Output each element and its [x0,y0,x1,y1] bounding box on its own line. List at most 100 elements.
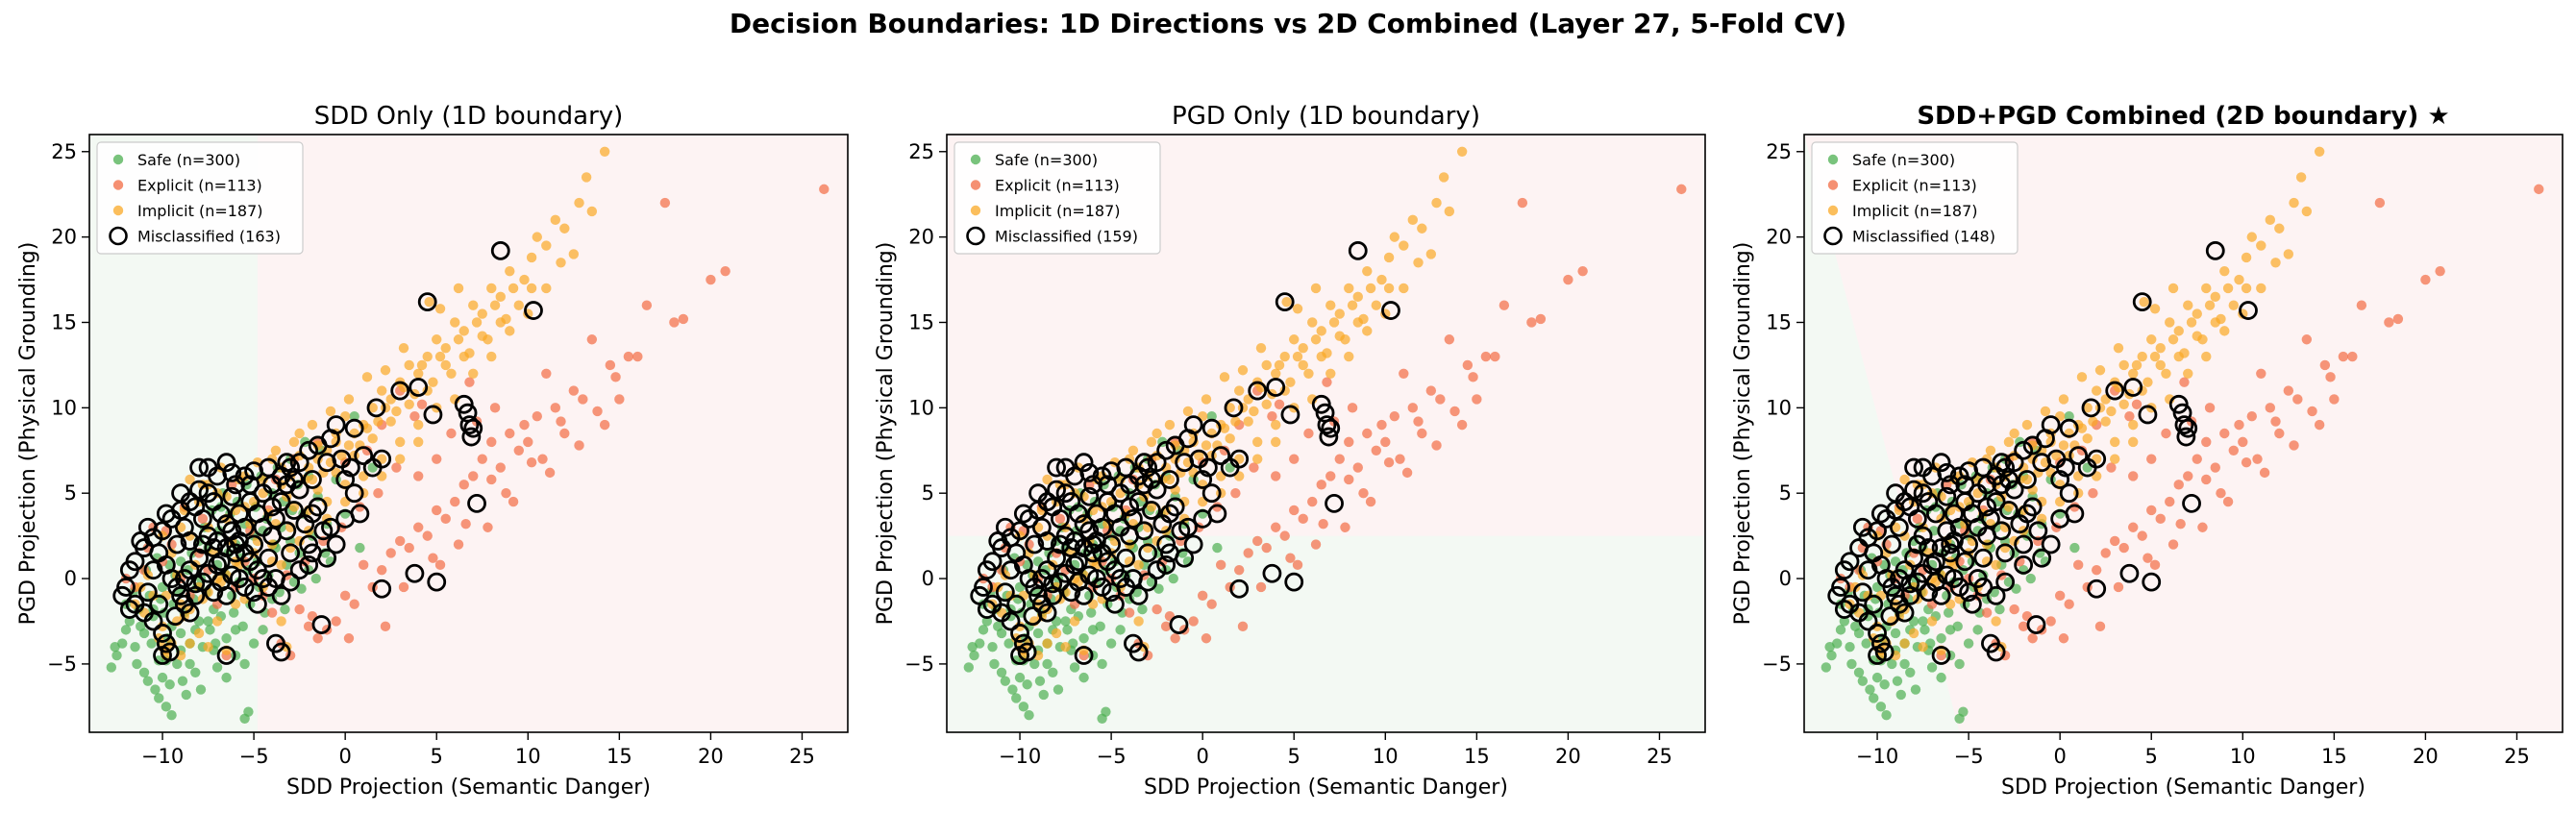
safe-point [1029,658,1040,670]
implicit-point [477,331,487,341]
implicit-point [1133,616,1144,627]
x-tick-label: 0 [338,745,351,768]
explicit-point [303,621,314,632]
implicit-point [398,342,409,354]
x-tick-label: −10 [141,745,184,768]
safe-point [185,658,195,670]
explicit-point [391,462,402,473]
explicit-point [614,394,625,405]
legend-marker [970,180,981,190]
safe-point [230,625,241,635]
misclassified-marker [1183,534,1203,554]
safe-point [1875,702,1887,712]
misclassified-marker [2026,615,2046,634]
implicit-point [2131,359,2143,371]
implicit-point [294,428,305,439]
explicit-point [2256,368,2266,379]
implicit-point [1899,474,1910,485]
explicit-point [2072,559,2084,571]
implicit-point [1307,317,1318,328]
safe-point [989,658,1000,670]
explicit-point [1274,399,1285,409]
implicit-point [1243,416,1253,427]
misclassified-marker [1919,582,1939,603]
misclassified-marker [1941,534,1960,554]
explicit-point [1499,300,1510,310]
legend-box [954,141,1161,255]
explicit-point [2259,467,2270,479]
implicit-point [508,283,519,294]
implicit-point [2040,406,2051,417]
implicit-point [453,334,464,345]
safe-point [1936,633,1946,644]
explicit-point [2265,403,2276,413]
safe-point [1115,625,1126,635]
safe-point [1918,616,1928,627]
explicit-point [2197,522,2208,532]
implicit-point [288,502,300,512]
implicit-point [1219,372,1230,382]
implicit-point [1146,436,1157,448]
misclassified-marker [1973,578,1994,597]
explicit-point [544,467,556,479]
implicit-point [2058,440,2069,451]
misclassified-marker [1870,633,1891,653]
misclassified-marker [2032,548,2052,568]
explicit-point [2283,385,2294,396]
explicit-point [2183,471,2193,481]
implicit-point [1399,240,1409,251]
misclassified-marker [299,440,319,460]
implicit-point [1362,326,1373,336]
safe-point [181,689,191,701]
implicit-point [586,206,598,217]
explicit-point [2009,604,2019,615]
implicit-point [468,300,479,310]
misclassified-marker [1092,578,1112,597]
explicit-point [343,633,355,644]
misclassified-marker [2059,418,2079,438]
misclassified-marker [198,526,218,546]
misclassified-marker [253,483,273,504]
misclassified-marker [1128,492,1149,511]
implicit-point [1127,445,1139,456]
misclassified-marker [119,560,139,580]
safe-point [1994,604,2005,615]
misclassified-marker [285,501,304,520]
safe-point [967,641,978,653]
misclassified-marker [1128,642,1149,662]
explicit-point [605,359,616,371]
misclassified-marker [1944,504,1964,524]
misclassified-marker [1907,508,1927,529]
misclassified-marker [417,292,437,312]
misclassified-marker [303,504,322,524]
misclassified-marker [1134,521,1154,541]
implicit-point [1438,172,1449,183]
misclassified-marker [311,615,332,634]
misclassified-marker [372,449,392,469]
explicit-point [2238,436,2248,448]
safe-point [205,625,215,635]
misclassified-marker [262,497,283,517]
x-tick-label: −10 [999,745,1041,768]
implicit-point [2289,197,2299,209]
legend-label: Implicit (n=187) [995,202,1121,220]
misclassified-marker [1868,624,1887,643]
explicit-point [1380,436,1391,448]
safe-point [1963,638,1974,649]
misclassified-marker [216,585,236,605]
explicit-point [495,462,506,473]
implicit-point [1926,616,1938,627]
explicit-point [2289,440,2299,451]
misclassified-marker [1201,483,1222,504]
implicit-point [2295,172,2307,183]
misclassified-marker [2178,418,2198,438]
explicit-point [2319,359,2331,371]
misclassified-marker [277,521,297,541]
explicit-point [2374,197,2386,209]
safe-point [1850,621,1861,632]
misclassified-marker [1134,453,1154,473]
misclassified-marker [1116,457,1136,478]
misclassified-marker [1224,398,1244,418]
safe-point [124,616,136,627]
y-tick-label: 10 [908,396,934,419]
